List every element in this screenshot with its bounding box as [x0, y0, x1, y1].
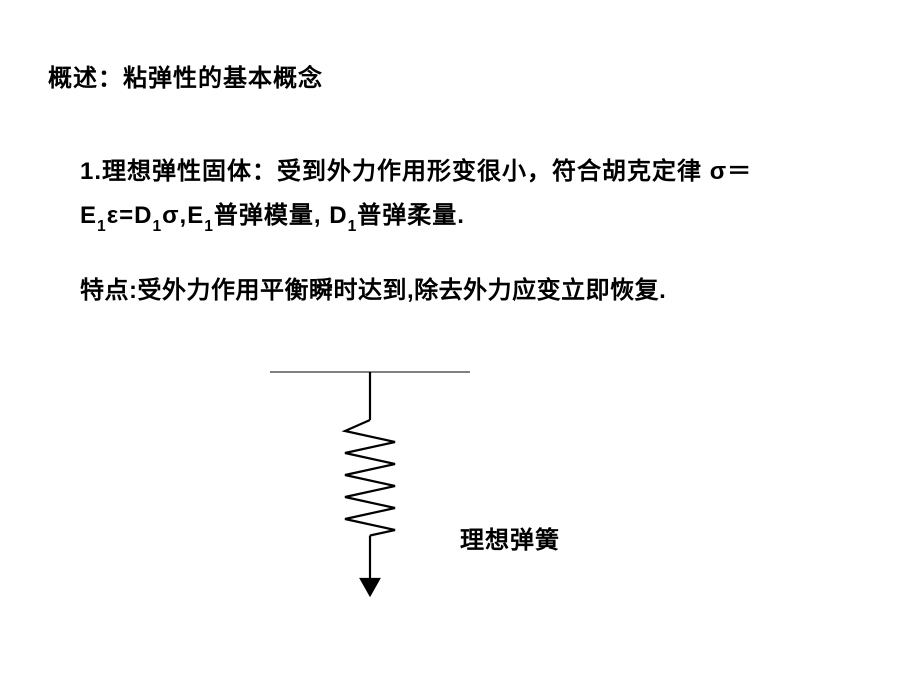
- section-2: 特点:受外力作用平衡瞬时达到,除去外力应变立即恢复.: [80, 270, 880, 305]
- section-1-number: 1.: [80, 158, 102, 185]
- eq4: 普弹模量, D: [214, 202, 348, 229]
- epsilon: ε: [107, 202, 119, 229]
- eq2: =D: [119, 202, 152, 229]
- sub1: 1: [97, 218, 107, 235]
- section-1-text: 理想弹性固体：受到外力作用形变很小，符合胡克定律: [102, 158, 710, 185]
- sigma: σ: [710, 158, 727, 185]
- eq5: 普弹柔量.: [357, 202, 465, 229]
- page-heading: 概述：粘弹性的基本概念: [48, 58, 323, 93]
- sub4: 1: [348, 218, 358, 235]
- eq3: σ,E: [162, 202, 204, 229]
- sub2: 1: [152, 218, 162, 235]
- diagram-label: 理想弹簧: [460, 520, 560, 555]
- spring-diagram: [270, 360, 470, 620]
- sub3: 1: [204, 218, 214, 235]
- section-1: 1.理想弹性固体：受到外力作用形变很小，符合胡克定律 σ＝E1ε=D1σ,E1普…: [80, 150, 860, 240]
